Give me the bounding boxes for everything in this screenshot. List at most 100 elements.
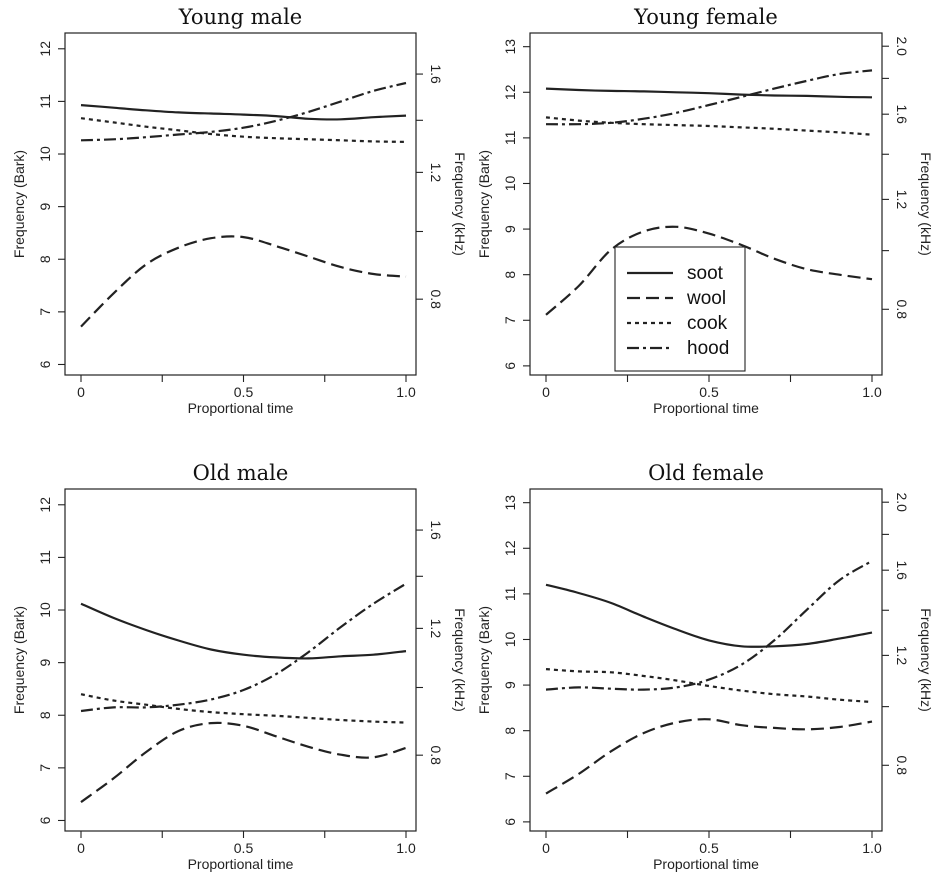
legend-label-wool: wool xyxy=(686,288,726,309)
right-tick-label: 0.8 xyxy=(428,745,444,765)
legend-label-hood: hood xyxy=(687,338,729,359)
x-tick-label: 0.5 xyxy=(234,840,254,856)
series-line-cook xyxy=(80,693,407,724)
series-line-soot xyxy=(545,87,873,99)
series-line-soot xyxy=(545,583,873,648)
y-axis-label: Frequency (Bark) xyxy=(11,606,27,714)
y-tick-label: 10 xyxy=(502,631,518,647)
right-axis-label: Frequency (kHz) xyxy=(918,152,934,255)
series-line-hood xyxy=(80,582,407,713)
right-axis-label: Frequency (kHz) xyxy=(918,608,934,711)
right-tick-label: 1.6 xyxy=(894,560,910,580)
y-tick-label: 6 xyxy=(37,816,53,824)
x-tick-label: 0 xyxy=(542,384,550,400)
y-tick-label: 6 xyxy=(502,818,518,826)
panel-0: Young male 0 0.5 1.0 Proportional time 6 7 8 9 10… xyxy=(11,5,468,416)
series-line-hood xyxy=(545,560,873,691)
plot-frame xyxy=(64,488,417,832)
y-tick-label: 9 xyxy=(502,225,518,233)
series-line-wool xyxy=(545,718,873,795)
y-tick-label: 10 xyxy=(502,175,518,191)
y-tick-label: 12 xyxy=(37,41,53,57)
series-line-wool xyxy=(80,235,407,328)
y-tick-label: 8 xyxy=(37,255,53,263)
right-axis-label: Frequency (kHz) xyxy=(452,608,468,711)
right-tick-label: 2.0 xyxy=(894,492,910,512)
right-tick-label: 0.8 xyxy=(894,300,910,320)
y-tick-label: 11 xyxy=(37,550,53,565)
panel-title: Old female xyxy=(648,461,764,485)
panel-title: Young male xyxy=(178,5,302,29)
y-tick-label: 13 xyxy=(502,495,518,511)
series-line-cook xyxy=(545,116,873,136)
plot-frame xyxy=(64,32,417,376)
right-tick-label: 2.0 xyxy=(894,36,910,56)
series-line-cook xyxy=(80,117,407,143)
series-line-hood xyxy=(545,69,873,126)
x-axis-label: Proportional time xyxy=(188,856,294,872)
plot-frame xyxy=(529,488,883,832)
panel-1: Young female 0 0.5 1.0 Proportional time 6 7 8 9… xyxy=(476,5,934,416)
x-axis-label: Proportional time xyxy=(653,400,759,416)
panel-title: Old male xyxy=(193,461,289,485)
series-line-soot xyxy=(80,602,407,660)
x-tick-label: 1.0 xyxy=(862,384,882,400)
x-tick-label: 0.5 xyxy=(699,840,719,856)
y-tick-label: 8 xyxy=(502,727,518,735)
x-tick-label: 0 xyxy=(77,384,85,400)
x-tick-label: 1.0 xyxy=(862,840,882,856)
y-axis-label: Frequency (Bark) xyxy=(476,150,492,258)
y-tick-label: 7 xyxy=(37,764,53,772)
right-tick-label: 1.2 xyxy=(894,646,910,666)
y-tick-label: 6 xyxy=(502,362,518,370)
y-tick-label: 7 xyxy=(502,316,518,324)
y-tick-label: 13 xyxy=(502,39,518,55)
y-tick-label: 12 xyxy=(37,497,53,513)
y-tick-label: 9 xyxy=(37,659,53,667)
y-axis-label: Frequency (Bark) xyxy=(476,606,492,714)
y-tick-label: 10 xyxy=(37,602,53,618)
legend-label-soot: soot xyxy=(687,263,724,284)
x-tick-label: 1.0 xyxy=(396,384,416,400)
y-tick-label: 12 xyxy=(502,84,518,100)
x-tick-label: 0.5 xyxy=(234,384,254,400)
x-tick-label: 0 xyxy=(542,840,550,856)
legend: soot wool cook hood xyxy=(614,246,746,372)
panel-2: Old male 0 0.5 1.0 Proportional time 6 7 8 9 10 11… xyxy=(11,461,468,872)
panel-title: Young female xyxy=(633,5,778,29)
right-tick-label: 1.6 xyxy=(894,104,910,124)
right-axis-label: Frequency (kHz) xyxy=(452,152,468,255)
y-tick-label: 11 xyxy=(37,94,53,109)
panel-3: Old female 0 0.5 1.0 Proportional time 6 7 8 9 10… xyxy=(476,461,934,872)
y-axis-label: Frequency (Bark) xyxy=(11,150,27,258)
right-tick-label: 1.2 xyxy=(428,619,444,639)
y-tick-label: 11 xyxy=(502,586,518,601)
legend-box xyxy=(614,246,746,372)
series-line-wool xyxy=(80,721,407,803)
y-tick-label: 9 xyxy=(37,203,53,211)
y-tick-label: 9 xyxy=(502,681,518,689)
right-tick-label: 1.2 xyxy=(428,163,444,183)
right-tick-label: 1.6 xyxy=(428,520,444,540)
right-tick-label: 1.2 xyxy=(894,190,910,210)
y-tick-label: 8 xyxy=(37,711,53,719)
series-line-hood xyxy=(80,81,407,142)
plot-frame xyxy=(529,32,883,376)
series-line-wool xyxy=(545,225,873,316)
right-tick-label: 1.6 xyxy=(428,64,444,84)
y-tick-label: 8 xyxy=(502,271,518,279)
x-axis-label: Proportional time xyxy=(653,856,759,872)
right-tick-label: 0.8 xyxy=(428,289,444,309)
series-line-cook xyxy=(545,668,873,704)
y-tick-label: 10 xyxy=(37,146,53,162)
legend-label-cook: cook xyxy=(687,313,728,334)
y-tick-label: 11 xyxy=(502,130,518,145)
series-line-soot xyxy=(80,104,407,121)
y-tick-label: 12 xyxy=(502,540,518,556)
x-axis-label: Proportional time xyxy=(188,400,294,416)
y-tick-label: 7 xyxy=(37,308,53,316)
x-tick-label: 0 xyxy=(77,840,85,856)
y-tick-label: 7 xyxy=(502,772,518,780)
y-tick-label: 6 xyxy=(37,360,53,368)
